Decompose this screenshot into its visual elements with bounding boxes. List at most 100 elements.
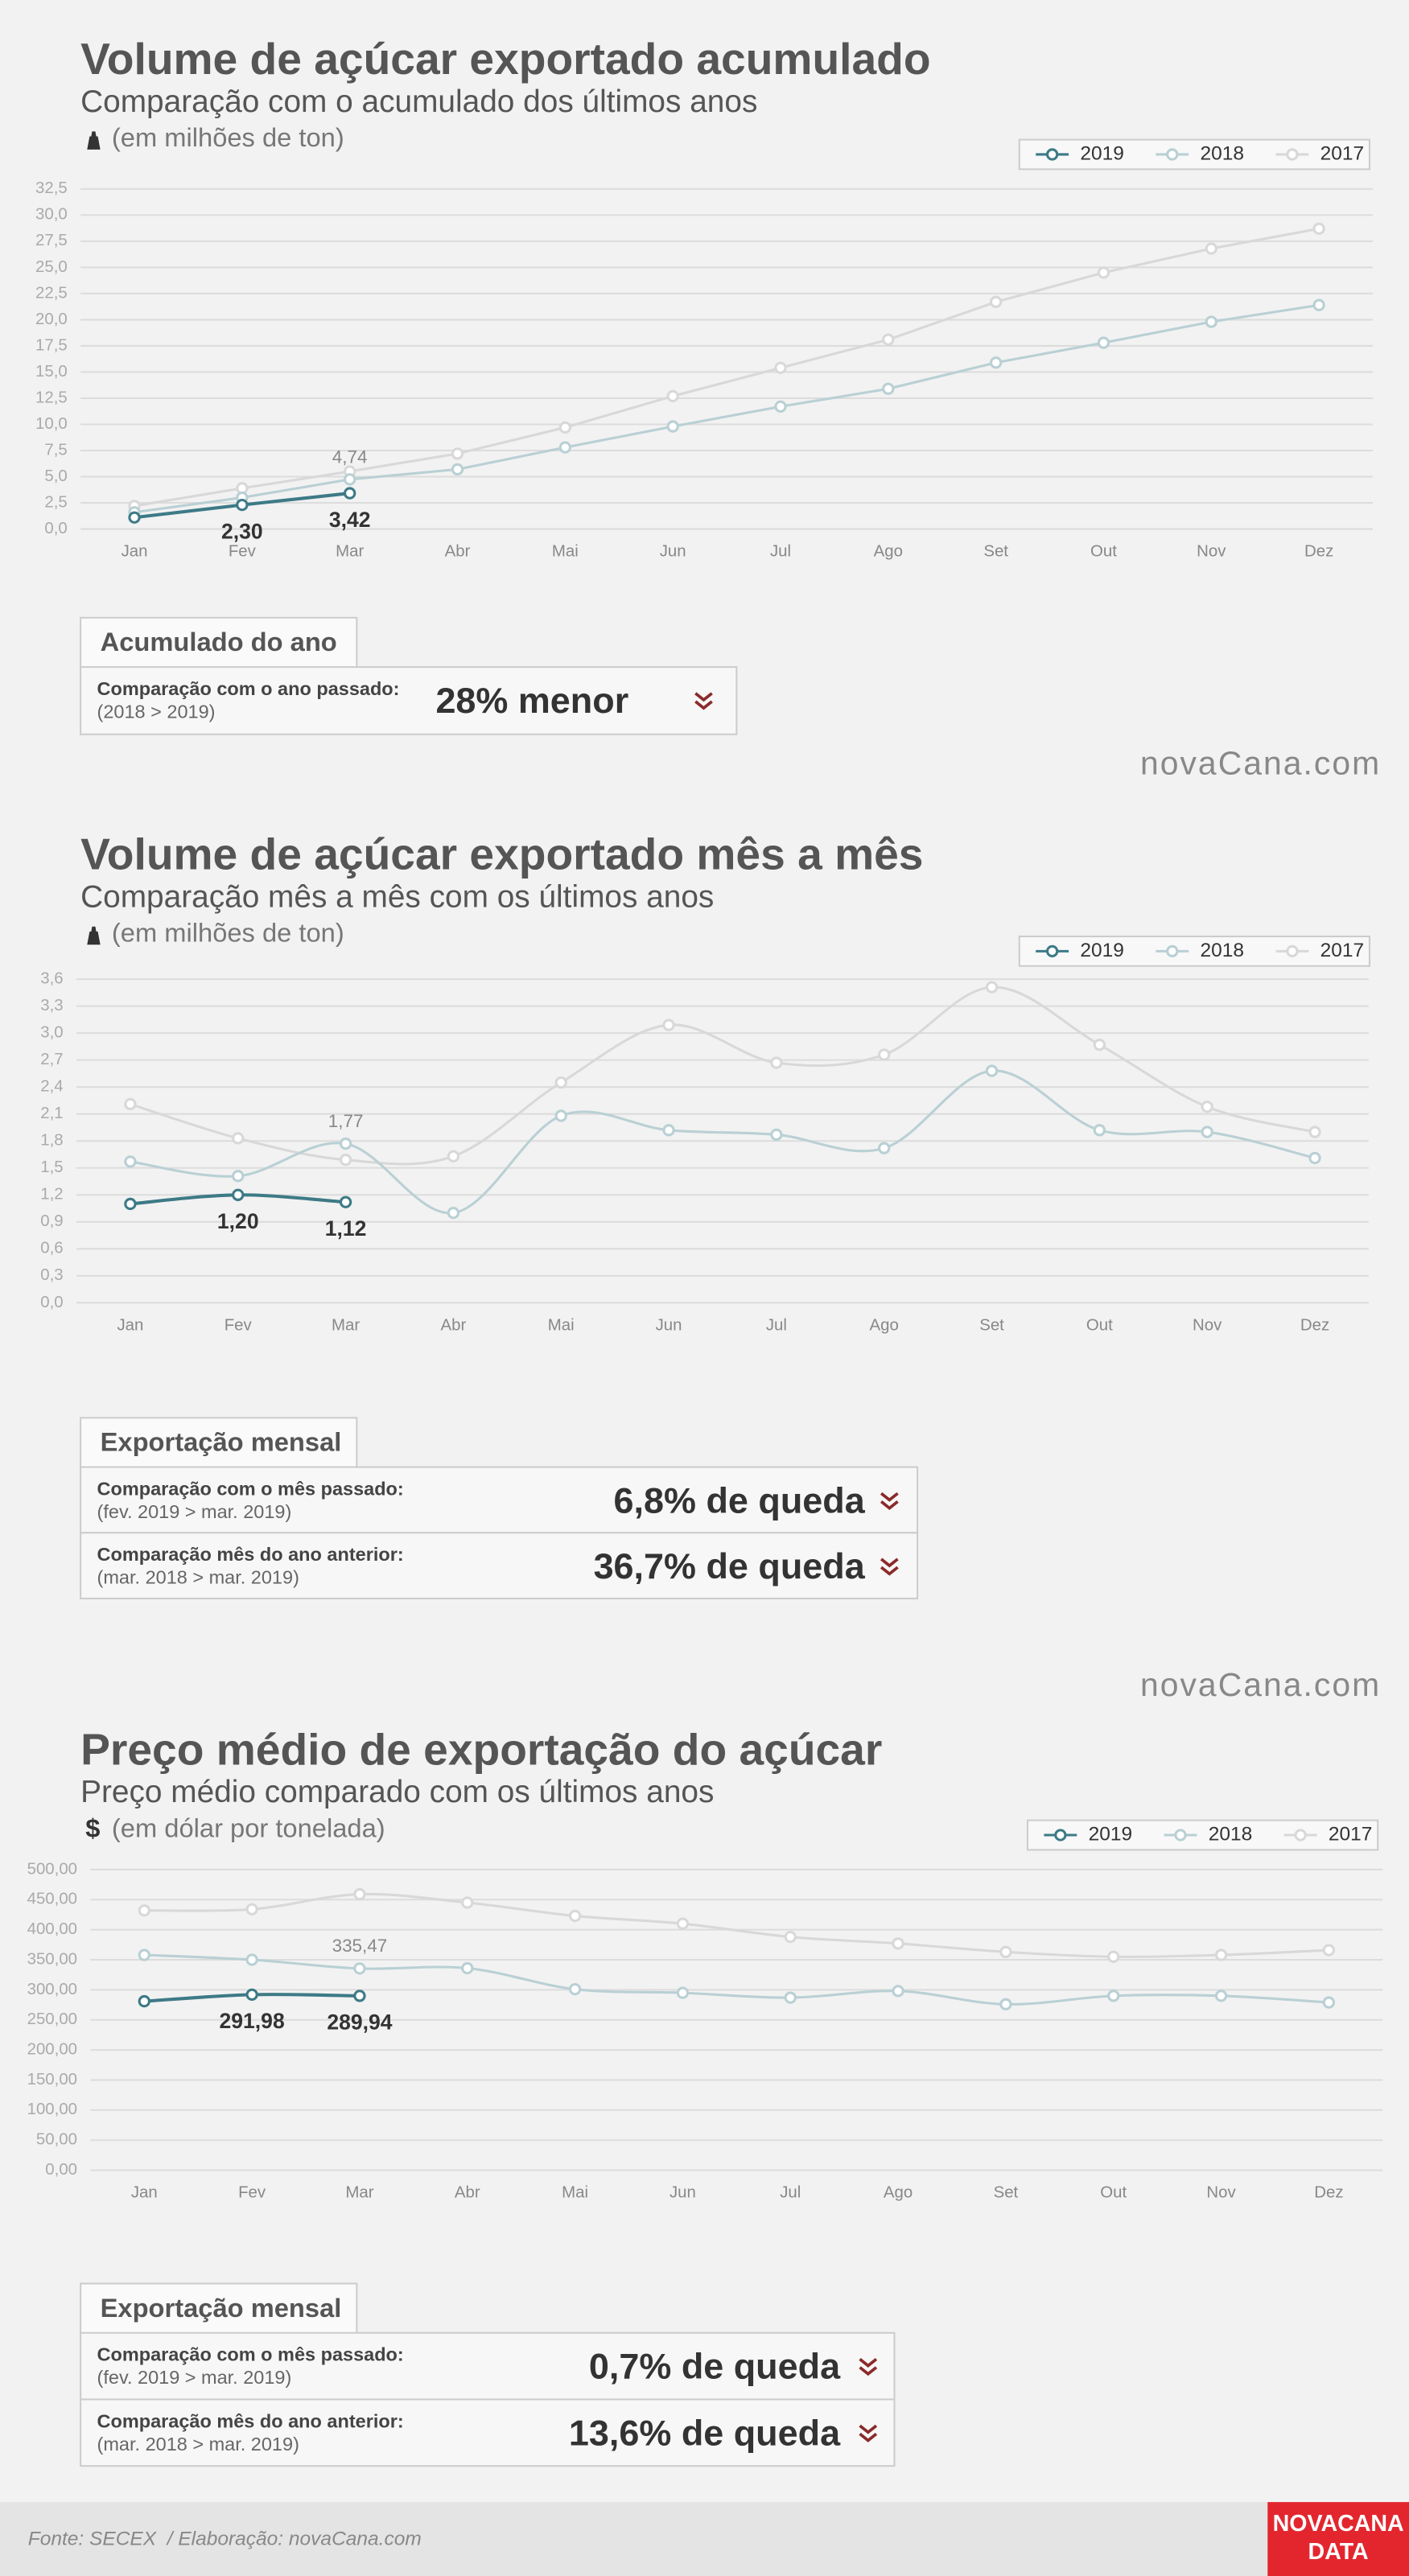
data-point (1201, 1125, 1213, 1138)
y-tick-label: 3,3 (40, 997, 63, 1014)
data-point (666, 389, 679, 403)
y-tick-label: 17,5 (35, 336, 68, 354)
data-point (236, 498, 249, 512)
series-line (144, 1953, 1329, 2006)
x-tick-label: Jan (122, 543, 148, 561)
data-point (1205, 242, 1217, 255)
legend-marker (1045, 148, 1059, 161)
data-point (985, 981, 999, 994)
data-point (882, 333, 895, 346)
data-label: 4,74 (332, 446, 368, 467)
y-tick-label: 400,00 (27, 1920, 77, 1938)
data-point (245, 1988, 258, 2002)
y-tick-label: 1,8 (40, 1132, 63, 1150)
data-label: 335,47 (332, 1936, 388, 1956)
x-tick-label: Jun (669, 2184, 696, 2202)
data-point (770, 1056, 783, 1069)
summary-result: 36,7% de queda (594, 1545, 866, 1586)
logo (1267, 2502, 1409, 2576)
footer (0, 2502, 1409, 2576)
y-tick-label: 15,0 (35, 363, 68, 381)
data-point (989, 295, 1003, 308)
data-point (138, 1948, 150, 1961)
data-point (662, 1124, 675, 1137)
x-tick-label: Abr (445, 543, 471, 561)
x-tick-label: Set (979, 1316, 1004, 1334)
data-point (232, 1170, 245, 1183)
data-point (999, 1945, 1012, 1958)
summary-result: 0,7% de queda (589, 2346, 841, 2387)
y-tick-label: 25,0 (35, 258, 68, 276)
data-point (892, 1937, 904, 1950)
legend-box (1018, 935, 1370, 967)
source: Fonte: SECEX / Elaboração: novaCana.com (28, 2529, 422, 2550)
chart-subtitle: Preço médio comparado com os últimos ano… (80, 1775, 714, 1809)
legend-marker (1045, 944, 1059, 958)
unit-note: (em milhões de ton) (112, 918, 344, 948)
data-point (232, 1132, 245, 1145)
data-point (461, 1896, 474, 1909)
summary-tab (80, 1417, 358, 1470)
brand: novaCana.com (1140, 1666, 1381, 1703)
x-tick-label: Ago (874, 543, 903, 561)
data-point (999, 1998, 1012, 2010)
y-tick-label: 3,0 (40, 1024, 63, 1042)
summary-label: Comparação com o mês passado: (97, 2344, 404, 2365)
data-point (245, 1953, 258, 1966)
unit-note: (em milhões de ton) (112, 122, 344, 152)
summary-result: 13,6% de queda (569, 2412, 841, 2453)
data-point (461, 1961, 474, 1975)
x-tick-label: Fev (229, 543, 257, 561)
data-point (232, 1188, 245, 1201)
data-point (558, 441, 572, 454)
y-tick-label: 2,7 (40, 1051, 63, 1068)
data-point (339, 1137, 352, 1150)
y-tick-label: 30,0 (35, 206, 68, 224)
y-tick-label: 0,0 (44, 520, 67, 537)
summary-row (80, 2398, 896, 2467)
y-tick-label: 27,5 (35, 232, 68, 249)
data-point (568, 1909, 582, 1923)
data-point (1312, 222, 1325, 235)
summary-result: 6,8% de queda (614, 1479, 866, 1520)
bag-icon (87, 926, 101, 945)
y-tick-label: 32,5 (35, 179, 68, 197)
summary-label: Comparação com o mês passado: (97, 1478, 404, 1499)
down-chevron (880, 1558, 899, 1576)
summary-tab (80, 616, 358, 670)
down-chevron (859, 2424, 878, 2442)
data-point (892, 1985, 904, 1998)
x-tick-label: Nov (1197, 543, 1226, 561)
x-tick-label: Out (1090, 543, 1117, 561)
legend-label: 2018 (1209, 1823, 1253, 1845)
logo-text: DATA (1308, 2539, 1369, 2565)
legend-label: 2018 (1201, 142, 1245, 164)
x-tick-label: Nov (1206, 2184, 1236, 2202)
y-tick-label: 1,2 (40, 1186, 63, 1204)
data-point (784, 1991, 797, 2004)
data-point (985, 1064, 999, 1077)
legend-marker (1286, 944, 1299, 958)
x-tick-label: Dez (1300, 1316, 1329, 1334)
logo-text: NOVACANA (1273, 2511, 1404, 2537)
legend-marker (1286, 148, 1299, 161)
series-line (134, 303, 1320, 514)
data-label: 291,98 (220, 2009, 285, 2033)
data-point (344, 473, 356, 486)
chart-subtitle: Comparação com o acumulado dos últimos a… (80, 84, 757, 119)
data-label: 1,20 (217, 1209, 259, 1233)
summary-row (80, 1532, 919, 1599)
data-point (124, 1155, 137, 1168)
y-tick-label: 250,00 (27, 2010, 77, 2028)
y-tick-label: 2,4 (40, 1078, 63, 1096)
x-tick-label: Mar (332, 1316, 360, 1334)
data-label: 1,12 (325, 1216, 367, 1241)
x-tick-label: Mai (552, 543, 579, 561)
summary-tab-label: Exportação mensal (101, 1427, 342, 1457)
y-tick-label: 0,0 (40, 1294, 63, 1311)
data-point (1214, 1948, 1228, 1961)
data-point (676, 1986, 690, 1999)
y-tick-label: 10,0 (35, 415, 68, 433)
data-point (339, 1154, 352, 1167)
